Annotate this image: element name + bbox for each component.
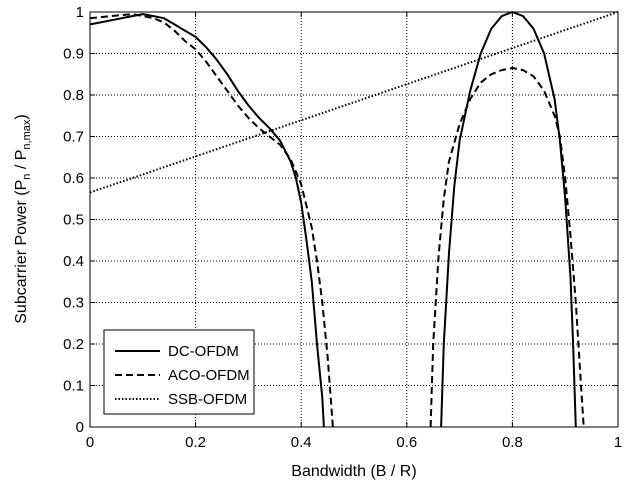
y-tick-label: 0.8 <box>63 87 84 104</box>
x-tick-label: 0.4 <box>291 434 312 451</box>
y-axis-label-main: Subcarrier Power (P <box>13 180 30 324</box>
y-axis-label-end: ) <box>13 114 30 119</box>
y-tick-label: 1 <box>76 4 84 21</box>
y-tick-label: 0.9 <box>63 46 84 63</box>
x-tick-label: 0 <box>86 434 94 451</box>
x-axis-label: Bandwidth (B / R) <box>291 463 416 480</box>
y-tick-label: 0.5 <box>63 212 84 229</box>
x-tick-label: 0.2 <box>185 434 206 451</box>
y-tick-label: 0.6 <box>63 170 84 187</box>
x-tick-labels: 0 0.2 0.4 0.6 0.8 1 <box>86 434 622 451</box>
y-tick-label: 0.2 <box>63 336 84 353</box>
y-axis-label: Subcarrier Power (Pn / Pn,max) <box>13 114 33 323</box>
x-tick-label: 0.6 <box>396 434 417 451</box>
series-line-aco-ofdm <box>89 13 585 428</box>
legend-label-dc-ofdm: DC-OFDM <box>168 343 239 360</box>
x-tick-label: 0.8 <box>502 434 523 451</box>
y-tick-label: 0.7 <box>63 129 84 146</box>
y-axis-label-mid: / P <box>13 150 30 174</box>
y-tick-labels: 0 0.1 0.2 0.3 0.4 0.5 0.6 0.7 0.8 0.9 1 <box>63 4 84 436</box>
legend-label-aco-ofdm: ACO-OFDM <box>168 367 250 384</box>
plot-area-frame <box>89 11 619 428</box>
y-axis-label-sub2: n,max <box>21 119 33 149</box>
y-tick-label: 0 <box>76 419 84 436</box>
y-tick-label: 0.4 <box>63 253 84 270</box>
legend-label-ssb-ofdm: SSB-OFDM <box>168 391 247 408</box>
y-tick-label: 0.1 <box>63 378 84 395</box>
legend: DC-OFDM ACO-OFDM SSB-OFDM <box>103 329 255 415</box>
x-tick-label: 1 <box>614 434 622 451</box>
y-axis-label-sub1: n <box>21 174 33 180</box>
y-tick-label: 0.3 <box>63 295 84 312</box>
